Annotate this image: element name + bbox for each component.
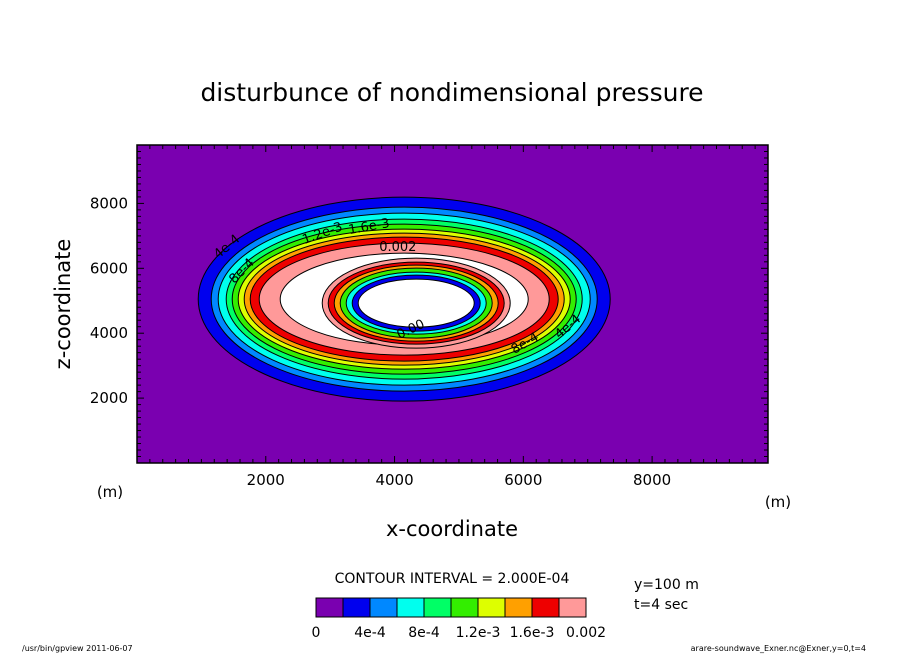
colorbar-swatch bbox=[558, 597, 587, 618]
x-axis-label: x-coordinate bbox=[386, 517, 518, 541]
colorbar-swatch bbox=[369, 597, 398, 618]
info-y: y=100 m bbox=[634, 577, 699, 593]
colorbar bbox=[315, 597, 587, 618]
colorbar-swatch bbox=[477, 597, 506, 618]
colorbar-swatch bbox=[531, 597, 560, 618]
x-unit-right: (m) bbox=[765, 493, 791, 511]
colorbar-label: 1.2e-3 bbox=[456, 625, 501, 641]
y-tick-label: 2000 bbox=[90, 389, 128, 407]
y-tick-labels: 2000 4000 6000 8000 bbox=[90, 194, 128, 407]
colorbar-label: 4e-4 bbox=[354, 625, 386, 641]
contour-band bbox=[357, 278, 475, 328]
contour-rings bbox=[197, 196, 611, 402]
x-tick-label: 2000 bbox=[247, 471, 285, 489]
colorbar-swatch bbox=[504, 597, 533, 618]
plot-frame bbox=[136, 144, 769, 464]
x-tick-label: 4000 bbox=[375, 471, 413, 489]
colorbar-swatch bbox=[315, 597, 344, 618]
footer-right: arare-soundwave_Exner.nc@Exner,y=0,t=4 bbox=[691, 644, 866, 653]
colorbar-swatch bbox=[423, 597, 452, 618]
contour-label: 0.002 bbox=[379, 240, 416, 255]
x-unit-left: (m) bbox=[97, 483, 123, 501]
chart-title: disturbunce of nondimensional pressure bbox=[200, 78, 703, 107]
colorbar-swatch bbox=[450, 597, 479, 618]
colorbar-label: 0.002 bbox=[566, 625, 606, 641]
x-tick-label: 8000 bbox=[633, 471, 671, 489]
y-tick-label: 8000 bbox=[90, 194, 128, 212]
y-tick-label: 4000 bbox=[90, 324, 128, 342]
x-tick-labels: 2000 4000 6000 8000 bbox=[247, 471, 672, 489]
x-tick-label: 6000 bbox=[504, 471, 542, 489]
colorbar-label: 1.6e-3 bbox=[510, 625, 555, 641]
y-tick-label: 6000 bbox=[90, 259, 128, 277]
colorbar-labels: 0 4e-4 8e-4 1.2e-3 1.6e-3 0.002 bbox=[312, 625, 607, 641]
contour-label: 1.6e-3 bbox=[347, 216, 391, 238]
axis-ticks bbox=[137, 144, 769, 463]
contour-interval: CONTOUR INTERVAL = 2.000E-04 bbox=[335, 571, 570, 587]
colorbar-label: 8e-4 bbox=[408, 625, 440, 641]
footer-left: /usr/bin/gpview 2011-06-07 bbox=[22, 644, 133, 653]
colorbar-swatch bbox=[342, 597, 371, 618]
y-axis-label: z-coordinate bbox=[51, 239, 75, 370]
colorbar-label: 0 bbox=[312, 625, 321, 641]
info-t: t=4 sec bbox=[634, 597, 688, 613]
colorbar-swatch bbox=[396, 597, 425, 618]
